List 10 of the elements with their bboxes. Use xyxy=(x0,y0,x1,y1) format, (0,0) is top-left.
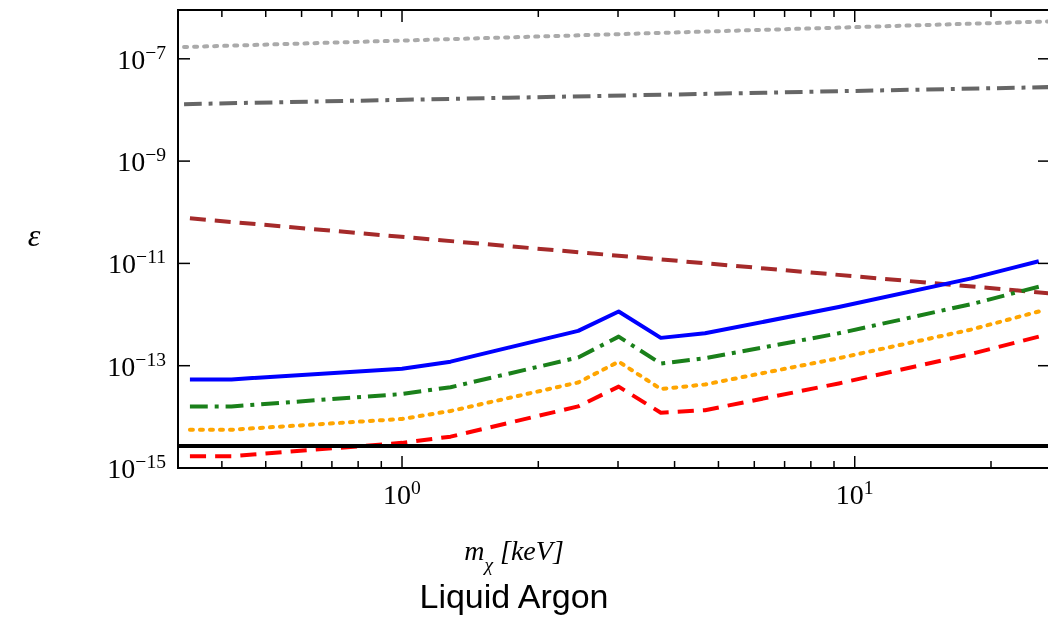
x-tick-label: 10$^{1}$ xyxy=(835,476,874,510)
x-axis-title: m$_{χ}$ [keV] xyxy=(464,535,564,575)
y-tick-label: 10$^{−13}$ xyxy=(107,348,167,382)
y-tick-label: 10$^{−11}$ xyxy=(108,245,166,280)
x-tick-label: 10$^{0}$ xyxy=(383,476,422,510)
y-axis-title: ε xyxy=(27,217,41,254)
y-tick-label: 10$^{−15}$ xyxy=(107,450,167,484)
y-tick-label: 10$^{−7}$ xyxy=(117,41,167,75)
y-tick-label: 10$^{−9}$ xyxy=(117,143,166,178)
text: Liquid Argon xyxy=(419,577,609,615)
